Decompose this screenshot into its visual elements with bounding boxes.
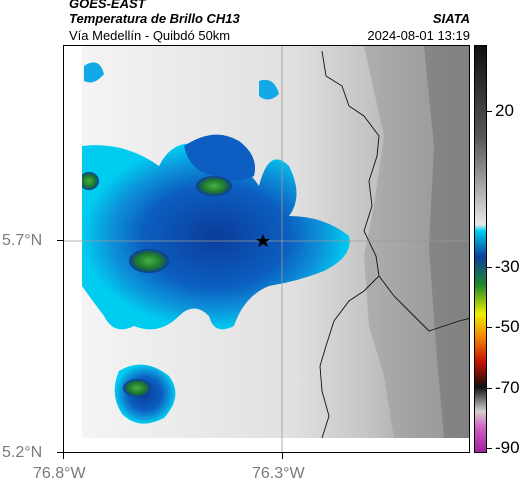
satellite-map[interactable] xyxy=(63,45,470,453)
cloud-island-2 xyxy=(259,79,279,100)
cbar-tick-m30 xyxy=(487,267,492,268)
cold-core-4 xyxy=(123,379,151,397)
star-icon xyxy=(256,234,270,247)
satellite-title: GOES-EAST xyxy=(69,0,146,11)
cold-core-1 xyxy=(196,176,232,196)
datetime-label: 2024-08-01 13:19 xyxy=(367,28,470,43)
colorbar-gradient xyxy=(475,46,486,452)
no-data-strip xyxy=(64,46,82,452)
lon-tick-2 xyxy=(282,453,283,459)
cold-core-2 xyxy=(129,249,169,273)
colorbar-label-m70: -70 xyxy=(495,378,520,397)
organization-label: SIATA xyxy=(432,11,470,26)
lat-tick-1 xyxy=(57,240,63,241)
no-data-band xyxy=(64,438,469,452)
cbar-tick-m70 xyxy=(487,388,492,389)
cloud-island-1 xyxy=(84,62,104,83)
colorbar-label-20: 20 xyxy=(495,101,514,120)
product-title: Temperatura de Brillo CH13 xyxy=(69,11,240,26)
cold-core-3 xyxy=(79,172,99,190)
colorbar xyxy=(474,45,487,453)
lon-label-east: 76.3°W xyxy=(252,465,305,482)
colorbar-label-m50: -50 xyxy=(495,317,520,336)
lon-label-west: 76.8°W xyxy=(33,465,86,482)
lat-label-north: 5.7°N xyxy=(2,232,43,249)
lat-label-south: 5.2°N xyxy=(2,444,43,461)
lat-tick-2 xyxy=(57,452,63,453)
cbar-tick-m50 xyxy=(487,327,492,328)
colorbar-label-m30: -30 xyxy=(495,257,520,276)
cloud-north xyxy=(184,134,255,181)
cbar-tick-m90 xyxy=(487,448,492,449)
department-border xyxy=(319,50,380,439)
colorbar-label-m90: -90 xyxy=(495,438,520,457)
cloud-main xyxy=(82,143,350,330)
highland-dark xyxy=(424,46,469,438)
cbar-tick-20 xyxy=(487,111,492,112)
route-label: Vía Medellín - Quibdó 50km xyxy=(69,28,231,43)
municipal-border xyxy=(378,275,469,332)
lon-tick-1 xyxy=(63,453,64,459)
